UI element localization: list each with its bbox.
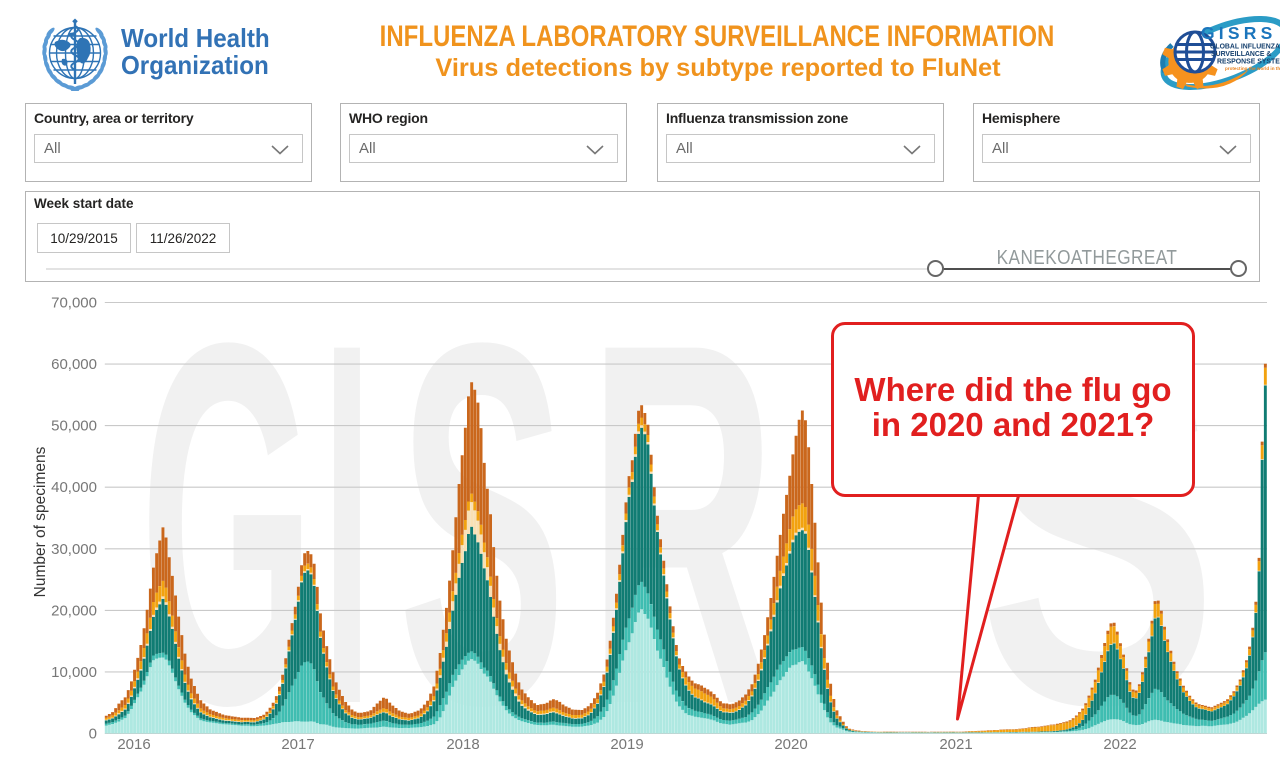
svg-text:2022: 2022	[1103, 736, 1136, 753]
svg-text:2019: 2019	[610, 736, 643, 753]
svg-text:2017: 2017	[281, 736, 314, 753]
svg-text:20,000: 20,000	[51, 602, 97, 619]
svg-text:30,000: 30,000	[51, 541, 97, 558]
svg-text:10,000: 10,000	[51, 664, 97, 681]
svg-text:GISRS: GISRS	[1201, 23, 1276, 43]
svg-text:Number of specimens: Number of specimens	[32, 446, 49, 597]
svg-text:GLOBAL INFLUENZA: GLOBAL INFLUENZA	[1210, 44, 1280, 51]
svg-text:RESPONSE SYSTEM: RESPONSE SYSTEM	[1217, 59, 1280, 66]
svg-text:50,000: 50,000	[51, 418, 97, 435]
svg-text:2021: 2021	[939, 736, 972, 753]
svg-text:0: 0	[89, 726, 97, 743]
svg-text:40,000: 40,000	[51, 479, 97, 496]
svg-text:protecting the world in the fi: protecting the world in the fight agains…	[1225, 66, 1280, 71]
svg-text:2018: 2018	[446, 736, 479, 753]
svg-text:60,000: 60,000	[51, 356, 97, 373]
svg-text:70,000: 70,000	[51, 295, 97, 312]
svg-text:SURVEILLANCE &: SURVEILLANCE &	[1211, 51, 1271, 58]
svg-text:2016: 2016	[117, 736, 150, 753]
svg-text:2020: 2020	[774, 736, 807, 753]
